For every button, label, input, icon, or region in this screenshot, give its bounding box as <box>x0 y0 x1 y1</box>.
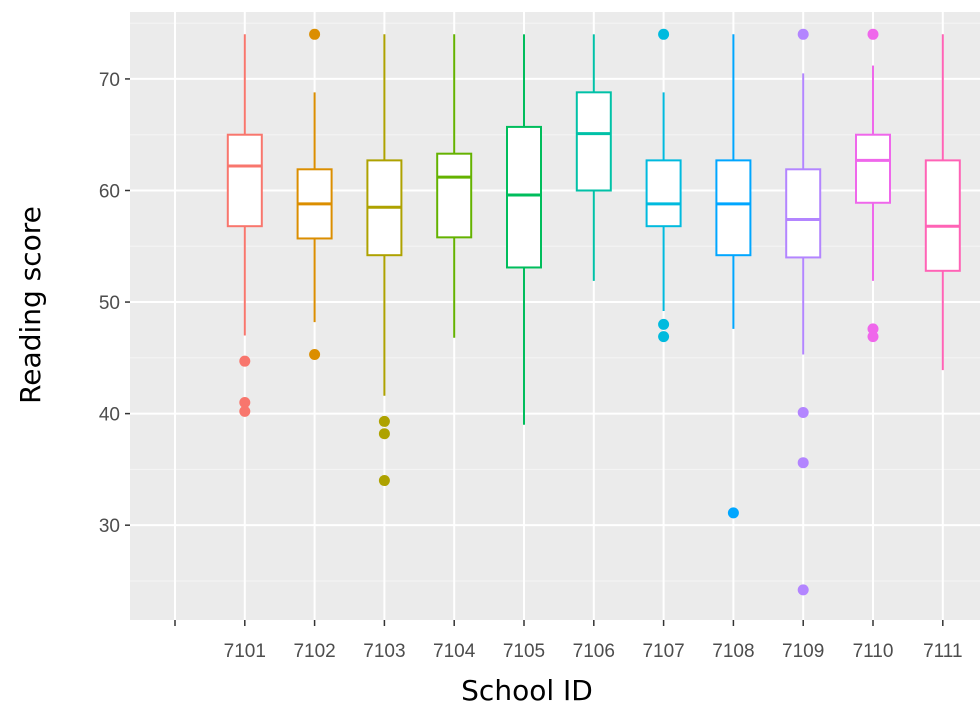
outlier-point <box>309 28 321 40</box>
box-7101 <box>226 34 263 417</box>
x-tick-label: 7102 <box>293 641 335 662</box>
y-tick-label: 40 <box>99 405 120 426</box>
box-body <box>506 125 542 269</box>
x-tick-label: 7107 <box>642 641 684 662</box>
plot-panel <box>130 12 980 620</box>
outlier-point <box>378 475 390 487</box>
x-tick-label: 7104 <box>433 641 476 662</box>
outlier-point <box>867 28 879 40</box>
x-tick-label: 7109 <box>782 641 824 662</box>
y-tick-label: 60 <box>99 181 120 202</box>
box-body <box>785 168 822 259</box>
outlier-point <box>658 318 670 330</box>
x-tick-label: 7101 <box>224 641 266 662</box>
y-tick-label: 70 <box>99 70 120 91</box>
box-7107 <box>645 28 682 343</box>
y-tick-label: 30 <box>99 516 120 537</box>
boxes <box>226 28 961 596</box>
y-tick-label: 50 <box>99 293 120 314</box>
box-body <box>715 159 752 257</box>
outlier-point <box>867 331 879 343</box>
box-body <box>855 133 891 204</box>
box-body <box>436 152 473 239</box>
outlier-point <box>867 323 879 335</box>
box-body <box>575 91 612 192</box>
box-7109 <box>785 28 822 596</box>
box-7110 <box>855 28 891 343</box>
box-7103 <box>366 34 403 487</box>
box-7105 <box>506 34 542 425</box>
outlier-point <box>309 348 321 360</box>
box-7106 <box>575 34 612 281</box>
x-tick-label: 7111 <box>923 641 962 662</box>
box-body <box>924 159 961 272</box>
axes: 30 40 50 60 70 7101 7102 7103 7104 7105 7106 7107 71… <box>99 70 963 662</box>
box-7102 <box>296 28 333 360</box>
x-axis-title: School ID <box>461 674 593 707</box>
outlier-point <box>797 28 809 40</box>
outlier-point <box>797 584 809 596</box>
outlier-point <box>239 355 251 367</box>
x-tick-label: 7108 <box>712 641 754 662</box>
x-tick-label: 7106 <box>573 641 615 662</box>
y-axis-title: Reading score <box>14 206 47 404</box>
outlier-point <box>239 396 251 408</box>
outlier-point <box>239 405 251 417</box>
outlier-point <box>378 428 390 440</box>
box-7104 <box>436 34 473 338</box>
x-tick-label: 7105 <box>503 641 545 662</box>
outlier-point <box>378 415 390 427</box>
outlier-point <box>658 331 670 343</box>
outlier-point <box>658 28 670 40</box>
box-body <box>226 133 263 228</box>
x-tick-label: 7103 <box>363 641 405 662</box>
box-7108 <box>715 34 752 519</box>
box-body <box>645 159 682 228</box>
outlier-point <box>797 406 809 418</box>
x-tick-label: 7110 <box>853 641 894 662</box>
box-7111 <box>924 34 961 371</box>
outlier-point <box>727 507 739 519</box>
outlier-point <box>797 457 809 469</box>
